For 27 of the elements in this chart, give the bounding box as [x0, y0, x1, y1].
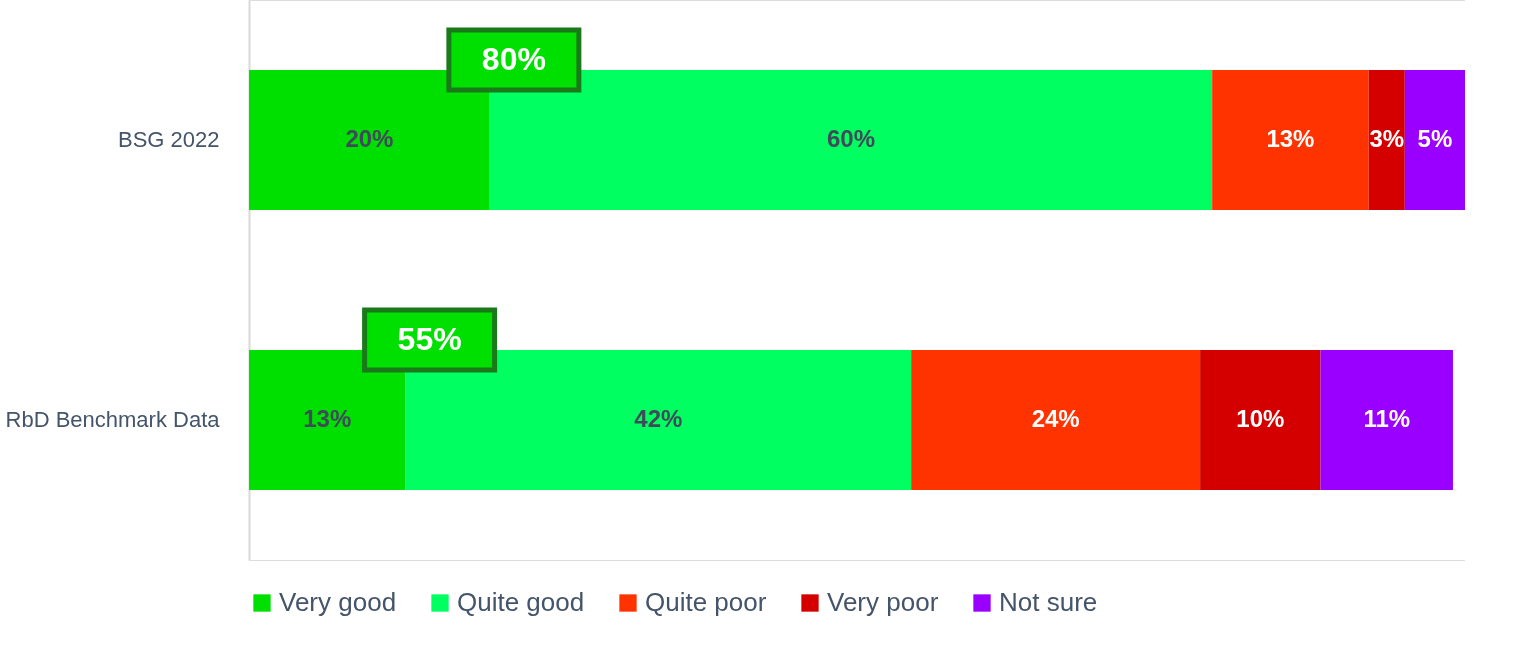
data-label: 42% [634, 405, 683, 432]
annotation: 80% [481, 41, 546, 77]
bar [1368, 70, 1405, 210]
bar [405, 350, 912, 490]
y-tick-label: BSG 2022 [117, 127, 220, 152]
data-label: 20% [345, 125, 394, 152]
bar [911, 350, 1201, 490]
legend-label: Very good [279, 587, 397, 617]
legend-label: Not sure [999, 587, 1098, 617]
legend-label: Very poor [827, 587, 939, 617]
data-label: 10% [1236, 405, 1285, 432]
data-label: 60% [826, 125, 875, 152]
data-label: 13% [303, 405, 352, 432]
data-label: 24% [1031, 405, 1080, 432]
bar [489, 70, 1213, 210]
y-tick-label: RbD Benchmark Data [5, 407, 221, 432]
legend-label: Quite poor [645, 587, 767, 617]
bar [1320, 350, 1453, 490]
legend-label: Quite good [457, 587, 585, 617]
data-label: 3% [1369, 125, 1405, 152]
bar [1404, 70, 1465, 210]
bar [1200, 350, 1321, 490]
data-label: 11% [1363, 405, 1411, 432]
annotation: 55% [397, 321, 462, 357]
bar [1212, 70, 1369, 210]
data-label: 13% [1266, 125, 1315, 152]
data-label: 5% [1417, 125, 1453, 152]
